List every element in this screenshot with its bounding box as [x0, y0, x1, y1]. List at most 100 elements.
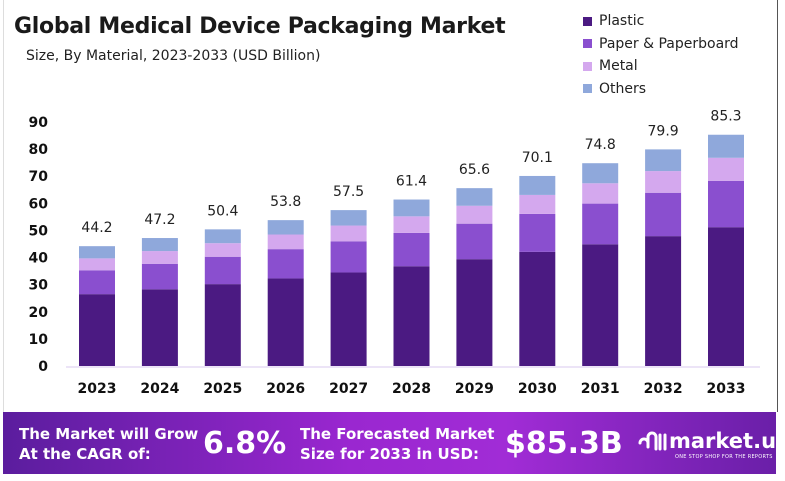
y-tick-label: 80: [29, 142, 49, 158]
bar-segment-paper-paperboard-2026: [267, 249, 304, 279]
legend-item-plastic: Plastic: [583, 10, 739, 33]
bar-segment-plastic-2031: [582, 244, 619, 366]
brand-logo: market.us ONE STOP SHOP FOR THE REPORTS: [637, 429, 785, 460]
data-label-2033: 85.3: [710, 109, 741, 125]
chart-title: Global Medical Device Packaging Market: [14, 14, 506, 39]
x-tick-label: 2023: [78, 381, 117, 397]
x-tick-label: 2030: [518, 381, 557, 397]
x-tick-label: 2025: [203, 381, 242, 397]
bar-segment-others-2030: [519, 175, 556, 195]
forecast-label-line2: Size for 2033 in USD:: [300, 445, 479, 463]
bar-segment-others-2027: [330, 210, 367, 226]
bar-segment-others-2028: [393, 199, 430, 217]
bar-segment-paper-paperboard-2030: [519, 213, 556, 252]
bar-segment-metal-2028: [393, 216, 430, 233]
y-tick-label: 90: [29, 115, 49, 131]
y-tick-label: 40: [29, 251, 49, 267]
y-tick-label: 20: [29, 305, 49, 321]
legend-swatch: [583, 84, 592, 94]
bar-segment-paper-paperboard-2031: [582, 203, 619, 245]
forecast-label-line1: The Forecasted Market: [300, 425, 495, 443]
bar-segment-metal-2025: [204, 243, 241, 257]
bar-segment-others-2031: [582, 163, 619, 184]
bar-segment-paper-paperboard-2023: [79, 270, 115, 295]
bar-segment-others-2033: [708, 134, 744, 158]
bar-segment-others-2024: [141, 238, 178, 252]
legend-label: Plastic: [599, 13, 645, 30]
bar-segment-plastic-2027: [330, 272, 367, 366]
bar-segment-plastic-2028: [393, 266, 430, 366]
bar-segment-metal-2030: [519, 194, 556, 214]
x-tick-label: 2033: [707, 381, 746, 397]
bar-segment-plastic-2026: [267, 278, 304, 366]
legend-swatch: [583, 16, 592, 26]
bar-segment-plastic-2032: [645, 236, 682, 366]
bar-segment-plastic-2029: [456, 259, 493, 366]
data-label-2025: 50.4: [207, 203, 238, 219]
summary-banner: The Market will Grow At the CAGR of: 6.8…: [3, 412, 785, 474]
cagr-label-line2: At the CAGR of:: [19, 445, 151, 463]
x-tick-label: 2024: [140, 381, 179, 397]
data-label-2027: 57.5: [333, 184, 364, 200]
data-label-2031: 74.8: [585, 137, 616, 153]
bar-segment-others-2029: [456, 188, 493, 206]
legend-item-metal: Metal: [583, 55, 739, 78]
bar-segment-paper-paperboard-2033: [708, 180, 744, 228]
bar-segment-paper-paperboard-2029: [456, 223, 493, 260]
legend: Plastic Paper & Paperboard Metal Others: [583, 10, 739, 100]
legend-swatch: [583, 39, 592, 49]
chart-subtitle: Size, By Material, 2023-2033 (USD Billio…: [26, 48, 321, 64]
bar-segment-others-2032: [645, 149, 682, 172]
y-tick-label: 70: [29, 169, 49, 185]
data-label-2024: 47.2: [144, 212, 175, 228]
bar-segment-paper-paperboard-2024: [141, 263, 178, 290]
bar-segment-metal-2029: [456, 205, 493, 224]
y-tick-label: 0: [38, 359, 48, 375]
data-label-2023: 44.2: [81, 220, 112, 236]
bar-segment-paper-paperboard-2032: [645, 192, 682, 237]
bar-segment-metal-2024: [141, 251, 178, 264]
data-label-2030: 70.1: [522, 150, 553, 166]
x-tick-label: 2027: [329, 381, 368, 397]
bar-segment-plastic-2023: [79, 294, 115, 366]
x-tick-label: 2031: [581, 381, 620, 397]
bar-segment-others-2025: [204, 229, 241, 244]
bar-segment-others-2026: [267, 220, 304, 235]
legend-label: Paper & Paperboard: [599, 35, 739, 52]
y-tick-label: 60: [29, 196, 49, 212]
data-label-2032: 79.9: [648, 123, 679, 139]
bar-segment-plastic-2024: [141, 289, 178, 366]
bar-chart: 010203040506070809044.2202347.2202450.42…: [29, 109, 760, 397]
bar-segment-metal-2027: [330, 225, 367, 242]
bar-segment-metal-2026: [267, 234, 304, 250]
data-label-2026: 53.8: [270, 194, 301, 210]
y-tick-label: 10: [29, 332, 49, 348]
forecast-label: The Forecasted Market Size for 2033 in U…: [300, 424, 494, 464]
y-tick-label: 50: [29, 223, 49, 239]
bar-segment-metal-2033: [708, 157, 744, 181]
cagr-label-line1: The Market will Grow: [19, 425, 199, 443]
bar-segment-plastic-2033: [708, 227, 744, 366]
brand-name: market.us: [669, 429, 785, 453]
legend-label: Metal: [599, 58, 638, 75]
x-tick-label: 2029: [455, 381, 494, 397]
market-us-logo-icon: [638, 431, 667, 451]
forecast-value: $85.3B: [505, 426, 623, 461]
cagr-value: 6.8%: [203, 426, 287, 461]
x-tick-label: 2026: [266, 381, 305, 397]
legend-label: Others: [599, 80, 647, 97]
data-label-2028: 61.4: [396, 174, 427, 190]
brand-tagline: ONE STOP SHOP FOR THE REPORTS: [675, 454, 773, 460]
bar-segment-metal-2031: [582, 183, 619, 204]
legend-item-others: Others: [583, 78, 739, 101]
bar-segment-others-2023: [79, 246, 115, 259]
cagr-label: The Market will Grow At the CAGR of:: [19, 424, 198, 464]
x-tick-label: 2028: [392, 381, 431, 397]
legend-item-paper-paperboard: Paper & Paperboard: [583, 33, 739, 56]
legend-swatch: [583, 61, 592, 71]
bar-segment-metal-2023: [79, 258, 115, 271]
data-label-2029: 65.6: [459, 162, 490, 178]
x-tick-label: 2032: [644, 381, 683, 397]
y-tick-label: 30: [29, 278, 49, 294]
